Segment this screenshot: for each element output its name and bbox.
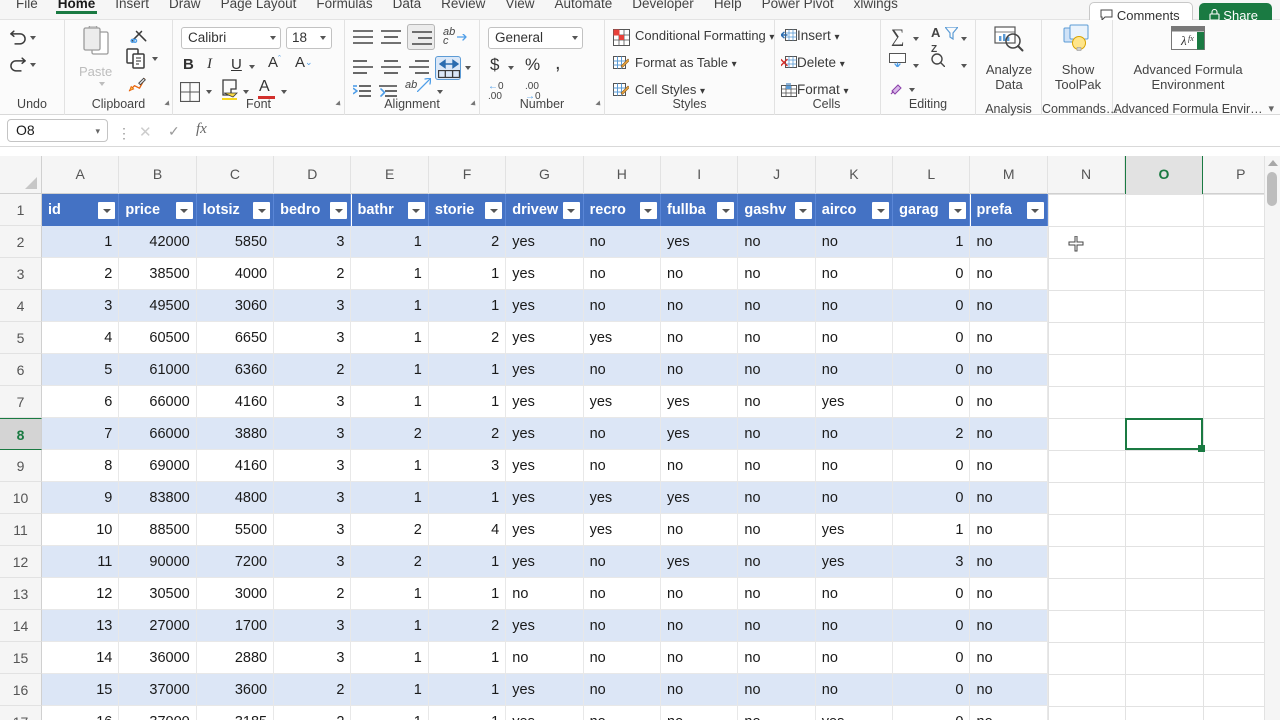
- svg-text:λ: λ: [1180, 33, 1187, 48]
- svg-text:fx: fx: [1188, 34, 1194, 43]
